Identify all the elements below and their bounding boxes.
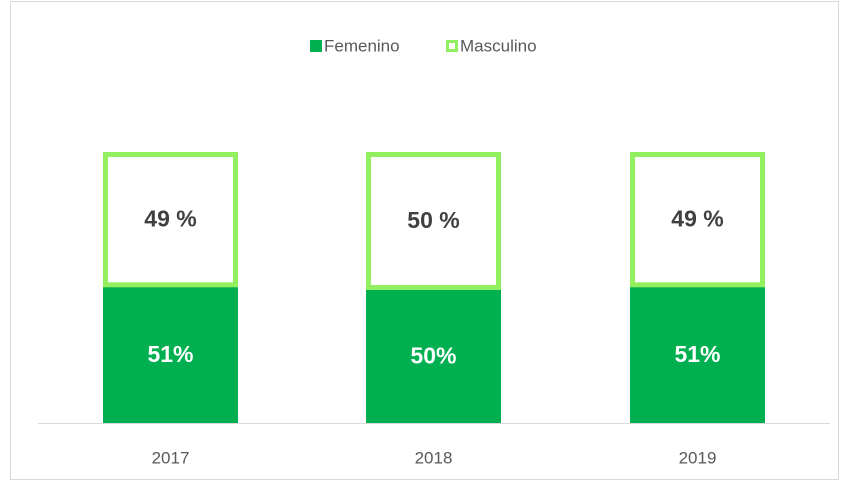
bar-segment: [366, 287, 501, 423]
legend-swatch: [310, 40, 322, 52]
value-label: 51%: [147, 341, 193, 367]
bar-segment: [366, 152, 501, 290]
legend-label: Femenino: [324, 36, 400, 55]
bar-segment: [630, 152, 765, 288]
legend-label: Masculino: [460, 36, 537, 55]
legend-swatch: [446, 40, 458, 52]
bar-segment: [103, 152, 238, 288]
x-tick-label: 2019: [679, 448, 717, 467]
value-label: 49 %: [144, 205, 196, 231]
x-tick-label: 2018: [415, 448, 453, 467]
value-label: 51%: [674, 341, 720, 367]
bar-segment: [103, 284, 238, 423]
bar-segment: [630, 284, 765, 423]
x-tick-label: 2017: [152, 448, 190, 467]
value-label: 49 %: [671, 205, 723, 231]
value-label: 50%: [410, 342, 456, 368]
value-label: 50 %: [407, 207, 459, 233]
